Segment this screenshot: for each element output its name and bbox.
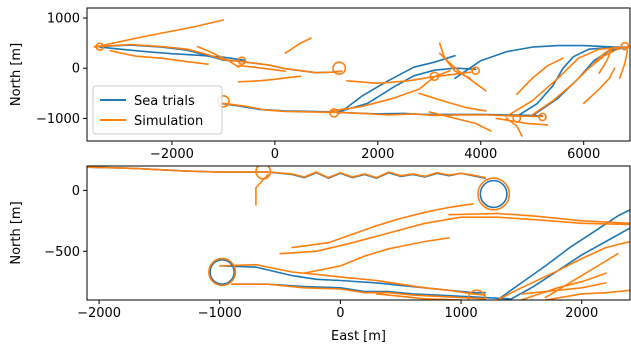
turning-circle-simulation-4 (467, 289, 486, 300)
series-simulation-path-18 (582, 67, 616, 105)
turning-circle-simulation-5 (429, 71, 440, 82)
y-tick-label: 0 (72, 184, 80, 199)
turning-circle-simulation-5 (255, 166, 272, 180)
x-tick-label: 0 (271, 147, 279, 162)
y-tick-label: 0 (72, 62, 80, 77)
series-simulation-path-15 (495, 117, 549, 126)
series-sea-trials-path-1 (99, 46, 245, 61)
turning-circle-simulation-0 (332, 61, 347, 76)
x-tick-label: 1000 (445, 306, 478, 321)
x-tick-label: −2000 (77, 306, 121, 321)
series-simulation-path-11 (520, 272, 607, 300)
x-tick-label: −2000 (150, 147, 194, 162)
bottom-panel: −2000 −1000 0 1000 2000 −500 0 North [m] East [m… (9, 165, 631, 344)
series-simulation-path-17 (531, 47, 621, 116)
series-sea-trials-path-1 (222, 265, 486, 294)
series-simulation-path-0 (87, 166, 486, 179)
turning-circle-sea-trials-2 (209, 258, 236, 285)
series-simulation-path-9 (330, 69, 451, 112)
series-simulation-path-5 (238, 75, 302, 83)
series-simulation-path-8 (346, 71, 472, 85)
series-simulation-path-2 (231, 283, 486, 300)
x-tick-label: −1000 (198, 306, 242, 321)
series-simulation-path-7 (222, 102, 544, 118)
series-simulation-path-6 (284, 37, 312, 54)
legend: Sea trials Simulation (92, 85, 223, 135)
turning-circle-simulation-7 (512, 114, 522, 123)
series-simulation-path-11 (438, 42, 472, 80)
x-tick-label: 6000 (567, 147, 600, 162)
turning-circle-sea-trials-0 (479, 179, 508, 209)
plot-area (87, 166, 630, 300)
x-axis-label: East [m] (331, 329, 386, 344)
series-sea-trials-path-4 (508, 227, 630, 300)
y-tick-label: −1000 (36, 112, 80, 127)
y-axis-label: North [m] (9, 201, 24, 264)
series-sea-trials-path-4 (338, 54, 456, 115)
series-simulation-path-16 (505, 46, 629, 118)
legend-label-sea-trials: Sea trials (134, 94, 195, 109)
series-sea-trials-path-6 (454, 44, 629, 80)
axes-frame (86, 165, 631, 301)
series-simulation-path-20 (598, 47, 613, 74)
series-sea-trials-path-5 (516, 46, 629, 118)
series-simulation-path-2 (109, 49, 209, 65)
series-sea-trials-path-3 (496, 209, 630, 300)
turning-circle-simulation-1 (477, 177, 511, 211)
turning-circle-simulation-3 (208, 257, 237, 287)
y-axis-label: North [m] (9, 43, 24, 106)
y-tick-label: 1000 (47, 12, 80, 27)
x-tick-label: 0 (336, 306, 344, 321)
series-simulation-path-4 (238, 64, 286, 72)
series-simulation-path-13 (520, 282, 607, 295)
turning-circle-simulation-3 (95, 42, 105, 51)
turning-circle-simulation-6 (471, 66, 480, 76)
turning-circle-simulation-2 (329, 108, 339, 118)
series-simulation-path-12 (544, 289, 630, 300)
series-simulation-path-0 (93, 43, 343, 74)
series-sea-trials-path-0 (93, 44, 343, 74)
series-simulation-path-12 (428, 111, 492, 132)
series-simulation-path-22 (618, 49, 629, 80)
x-tick-label: 2000 (361, 147, 394, 162)
series-simulation-path-3 (196, 45, 240, 68)
series-simulation-path-4 (303, 237, 450, 274)
axes-frame (86, 7, 631, 142)
legend-frame (92, 85, 223, 135)
series-simulation-path-3 (291, 203, 474, 249)
series-simulation-path-7 (448, 212, 630, 225)
series-simulation-path-13 (418, 92, 487, 112)
top-panel: −2000 0 2000 4000 6000 −1000 0 1000 North [m] (9, 7, 631, 162)
plot-area (93, 19, 630, 137)
x-tick-label: 2000 (565, 306, 598, 321)
series-simulation-path-1 (93, 19, 225, 48)
series-simulation-path-5 (279, 216, 630, 255)
series-simulation-path-21 (516, 57, 564, 96)
turning-circle-simulation-8 (538, 112, 547, 122)
x-tick-label: 4000 (464, 147, 497, 162)
y-tick-label: −500 (44, 245, 80, 260)
series-sea-trials-path-7 (531, 46, 629, 117)
series-simulation-path-1 (218, 263, 486, 296)
legend-label-simulation: Simulation (134, 114, 203, 129)
turning-circle-simulation-4 (237, 56, 247, 66)
series-simulation-path-9 (496, 240, 630, 300)
turning-circle-simulation-9 (620, 41, 630, 51)
